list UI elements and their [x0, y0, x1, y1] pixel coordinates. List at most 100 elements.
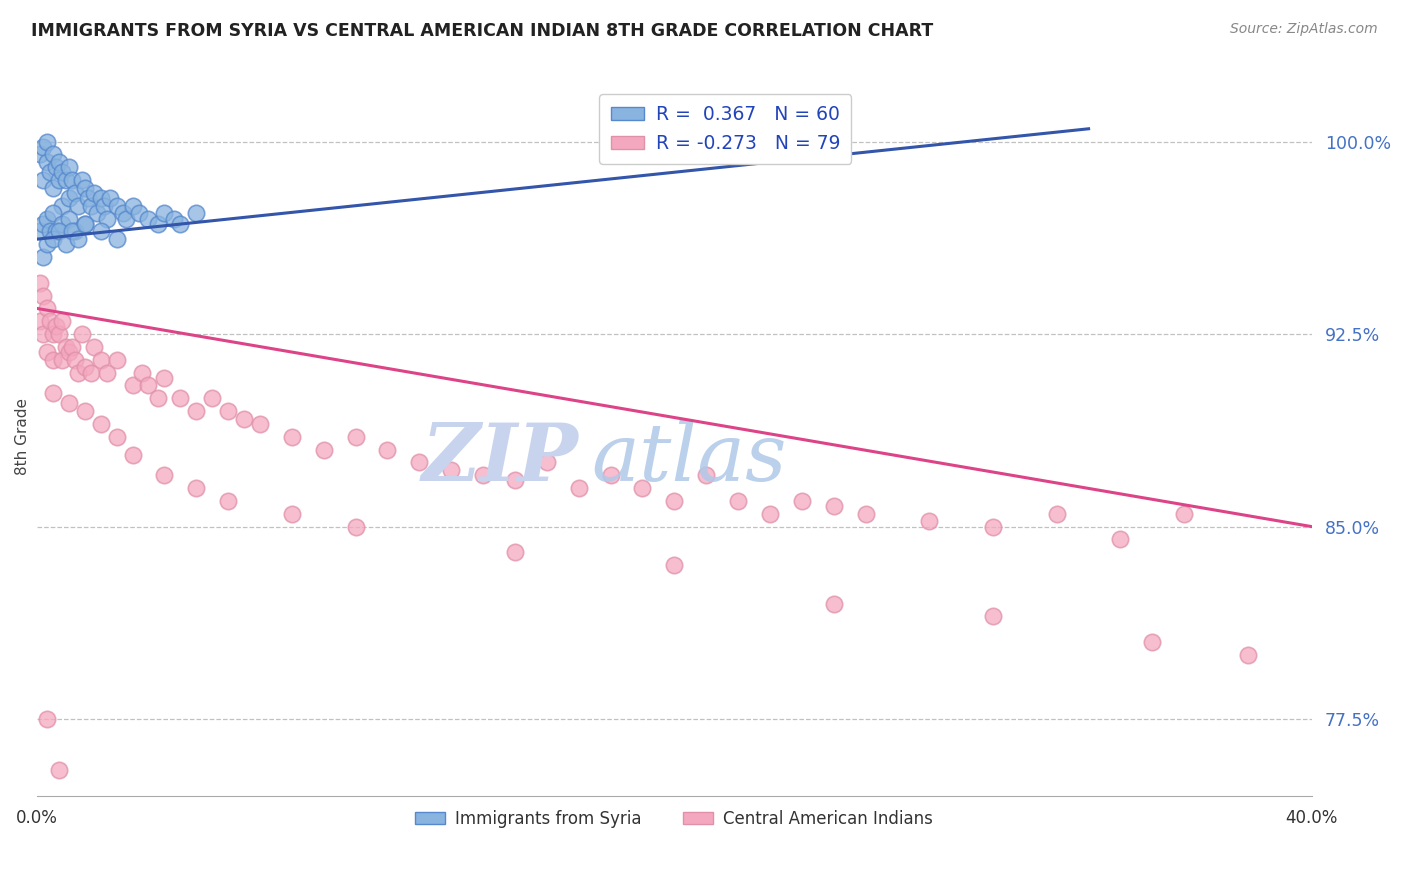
Point: [105, 352, 128, 367]
Point: [51, 165, 73, 179]
Point: [35, 155, 58, 169]
Point: [35, 135, 58, 149]
Point: [73, 360, 96, 375]
Point: [70, 173, 93, 187]
Point: [48, 327, 70, 342]
Point: [73, 181, 96, 195]
Point: [32, 327, 55, 342]
Point: [67, 232, 90, 246]
Point: [312, 442, 335, 457]
Point: [344, 519, 367, 533]
Text: atlas: atlas: [592, 419, 787, 497]
Point: [73, 404, 96, 418]
Point: [32, 217, 55, 231]
Point: [45, 161, 67, 175]
Point: [186, 481, 208, 495]
Point: [58, 345, 80, 359]
Point: [42, 386, 65, 401]
Point: [70, 327, 93, 342]
Point: [60, 173, 83, 187]
Point: [1142, 635, 1164, 649]
Point: [38, 165, 60, 179]
Point: [1173, 507, 1195, 521]
Point: [631, 481, 654, 495]
Point: [855, 507, 877, 521]
Point: [48, 224, 70, 238]
Point: [90, 191, 112, 205]
Point: [823, 499, 845, 513]
Point: [51, 314, 73, 328]
Point: [35, 211, 58, 226]
Point: [55, 237, 77, 252]
Point: [51, 352, 73, 367]
Point: [63, 352, 86, 367]
Point: [63, 224, 86, 238]
Legend: Immigrants from Syria, Central American Indians: Immigrants from Syria, Central American …: [409, 803, 941, 835]
Point: [55, 340, 77, 354]
Point: [146, 391, 169, 405]
Point: [77, 191, 100, 205]
Point: [90, 352, 112, 367]
Point: [48, 155, 70, 169]
Point: [42, 232, 65, 246]
Point: [981, 519, 1004, 533]
Point: [201, 391, 224, 405]
Point: [30, 224, 52, 238]
Point: [1109, 533, 1132, 547]
Point: [38, 314, 60, 328]
Point: [32, 140, 55, 154]
Point: [503, 474, 526, 488]
Text: IMMIGRANTS FROM SYRIA VS CENTRAL AMERICAN INDIAN 8TH GRADE CORRELATION CHART: IMMIGRANTS FROM SYRIA VS CENTRAL AMERICA…: [31, 22, 934, 40]
Point: [55, 173, 77, 187]
Point: [42, 206, 65, 220]
Point: [408, 455, 430, 469]
Point: [131, 366, 153, 380]
Point: [32, 250, 55, 264]
Point: [60, 340, 83, 354]
Point: [536, 455, 558, 469]
Point: [105, 430, 128, 444]
Point: [51, 199, 73, 213]
Point: [281, 430, 304, 444]
Point: [35, 301, 58, 316]
Point: [153, 370, 176, 384]
Point: [115, 211, 138, 226]
Point: [83, 186, 105, 200]
Point: [48, 764, 70, 778]
Point: [58, 191, 80, 205]
Point: [67, 199, 90, 213]
Point: [38, 224, 60, 238]
Point: [1237, 648, 1260, 662]
Point: [727, 494, 749, 508]
Point: [503, 545, 526, 559]
Point: [377, 442, 399, 457]
Point: [664, 494, 686, 508]
Point: [45, 319, 67, 334]
Point: [80, 199, 103, 213]
Point: [169, 217, 191, 231]
Point: [96, 211, 118, 226]
Point: [67, 366, 90, 380]
Point: [42, 327, 65, 342]
Point: [60, 224, 83, 238]
Point: [217, 404, 239, 418]
Point: [30, 147, 52, 161]
Point: [105, 199, 128, 213]
Point: [121, 199, 143, 213]
Point: [51, 217, 73, 231]
Point: [93, 199, 115, 213]
Point: [42, 181, 65, 195]
Point: [599, 468, 621, 483]
Point: [568, 481, 591, 495]
Point: [105, 232, 128, 246]
Point: [186, 206, 208, 220]
Point: [217, 494, 239, 508]
Point: [790, 494, 813, 508]
Point: [58, 161, 80, 175]
Text: Source: ZipAtlas.com: Source: ZipAtlas.com: [1230, 22, 1378, 37]
Point: [918, 515, 941, 529]
Point: [664, 558, 686, 573]
Point: [153, 468, 176, 483]
Point: [35, 345, 58, 359]
Point: [90, 417, 112, 431]
